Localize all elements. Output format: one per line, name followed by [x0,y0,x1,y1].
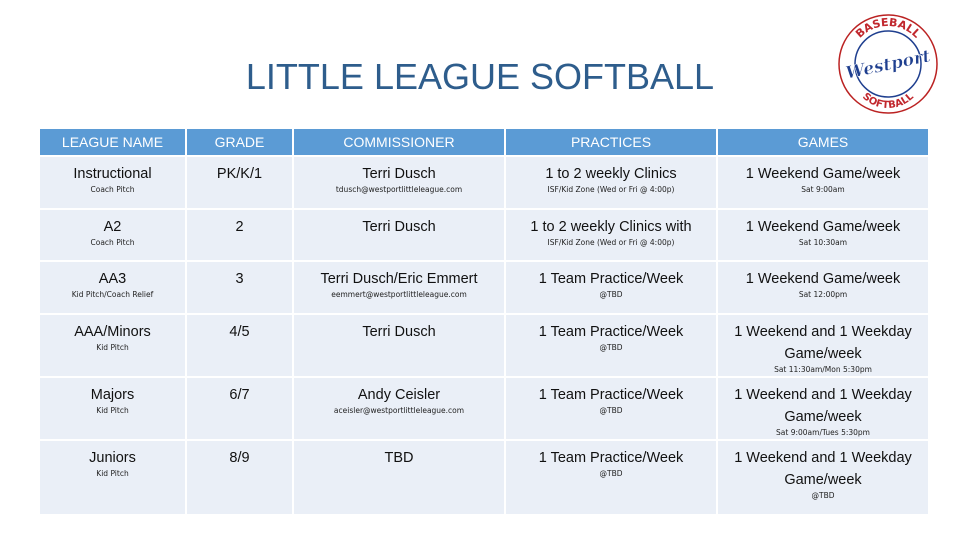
table-cell: A2 Coach Pitch [40,210,185,260]
schedule-table: LEAGUE NAME GRADE COMMISSIONER PRACTICES GAM… [40,129,928,514]
cell-note: @TBD [599,406,623,415]
cell-text: 1 Weekend and 1 Weekday Game/week [734,324,912,362]
cell-text: TBD [384,450,414,466]
table-cell: AA3 Kid Pitch/Coach Relief [40,262,185,313]
cell-text: 3 [235,271,244,287]
cell-text: 1 to 2 weekly Clinics [545,166,677,182]
table-cell: 4/5 [187,315,292,376]
table-cell: 2 [187,210,292,260]
column-header: LEAGUE NAME [40,129,185,155]
column-header: GAMES [718,129,928,155]
column-header: COMMISSIONER [294,129,504,155]
table-cell: Juniors Kid Pitch [40,441,185,514]
cell-note: @TBD [599,290,623,299]
table-cell: 1 Team Practice/Week @TBD [506,315,716,376]
table-cell: Andy Ceisler aceisler@westportlittleleagu… [294,378,504,439]
cell-note: Sat 10:30am [798,238,848,247]
table-cell: Terri Dusch [294,210,504,260]
cell-text: 1 Team Practice/Week [538,450,684,466]
cell-text: 1 Weekend Game/week [745,166,901,182]
cell-text: Majors [90,387,135,403]
cell-note: Kid Pitch [96,343,129,352]
table-cell: 1 Weekend Game/week Sat 10:30am [718,210,928,260]
table-cell: Terri Dusch tdusch@westportlittleleague.c… [294,157,504,208]
cell-note: @TBD [599,469,623,478]
cell-note: aceisler@westportlittleleague.com [333,406,465,415]
cell-note: Kid Pitch [96,406,129,415]
cell-text: AA3 [98,271,127,287]
cell-text: 1 Team Practice/Week [538,271,684,287]
column-header: PRACTICES [506,129,716,155]
table-cell: 1 to 2 weekly Clinics ISF/Kid Zone (Wed o… [506,157,716,208]
cell-text: 8/9 [229,450,250,466]
cell-note: eemmert@westportlittleleague.com [331,290,467,299]
cell-text: 6/7 [229,387,250,403]
cell-note: Coach Pitch [90,238,135,247]
table-cell: AAA/Minors Kid Pitch [40,315,185,376]
table-cell: 1 to 2 weekly Clinics with ISF/Kid Zone (… [506,210,716,260]
cell-note: @TBD [811,491,835,500]
cell-text: Instructional [73,166,152,182]
cell-text: AAA/Minors [74,324,151,340]
table-cell: 1 Weekend and 1 Weekday Game/week Sat 9:0… [718,378,928,439]
title: LITTLE LEAGUE SOFTBALL [245,56,715,97]
cell-text: 1 Weekend Game/week [745,271,901,287]
cell-text: 2 [235,219,244,235]
cell-text: PK/K/1 [216,166,263,182]
table-cell: 1 Weekend Game/week Sat 12:00pm [718,262,928,313]
cell-text: 1 Weekend and 1 Weekday Game/week [734,450,912,488]
table-cell: TBD [294,441,504,514]
cell-text: 4/5 [229,324,250,340]
table-cell: PK/K/1 [187,157,292,208]
table-cell: 1 Team Practice/Week @TBD [506,378,716,439]
table-cell: Majors Kid Pitch [40,378,185,439]
cell-text: Terri Dusch/Eric Emmert [320,271,478,287]
table-cell: 6/7 [187,378,292,439]
logo: BASEBALL Westport SOFTBALL [838,14,938,114]
cell-text: 1 Weekend Game/week [745,219,901,235]
cell-note: Sat 9:00am/Tues 5:30pm [776,428,870,437]
cell-note: ISF/Kid Zone (Wed or Fri @ 4:00p) [547,185,675,194]
table-cell: Instructional Coach Pitch [40,157,185,208]
cell-text: 1 to 2 weekly Clinics with [530,219,692,235]
cell-note: Coach Pitch [90,185,135,194]
cell-text: 1 Team Practice/Week [538,387,684,403]
cell-note: Sat 12:00pm [798,290,848,299]
table-cell: 1 Team Practice/Week @TBD [506,262,716,313]
table-cell: 1 Weekend Game/week Sat 9:00am [718,157,928,208]
cell-text: 1 Team Practice/Week [538,324,684,340]
cell-note: Sat 11:30am/Mon 5:30pm [774,365,872,374]
cell-text: Terri Dusch [362,219,436,235]
cell-text: Juniors [89,450,136,466]
cell-note: tdusch@westportlittleleague.com [335,185,463,194]
cell-text: Terri Dusch [362,166,436,182]
cell-text: Terri Dusch [362,324,436,340]
cell-note: @TBD [599,343,623,352]
table-cell: 1 Weekend and 1 Weekday Game/week @TBD [718,441,928,514]
table-cell: 8/9 [187,441,292,514]
table-cell: 1 Weekend and 1 Weekday Game/week Sat 11:… [718,315,928,376]
table-cell: Terri Dusch [294,315,504,376]
cell-text: A2 [103,219,122,235]
column-header: GRADE [187,129,292,155]
table-cell: 1 Team Practice/Week @TBD [506,441,716,514]
cell-note: Sat 9:00am [801,185,845,194]
cell-note: Kid Pitch/Coach Relief [71,290,154,299]
table-cell: Terri Dusch/Eric Emmert eemmert@westportl… [294,262,504,313]
table-cell: 3 [187,262,292,313]
cell-note: ISF/Kid Zone (Wed or Fri @ 4:00p) [547,238,675,247]
cell-text: Andy Ceisler [357,387,441,403]
cell-text: 1 Weekend and 1 Weekday Game/week [734,387,912,425]
cell-note: Kid Pitch [96,469,129,478]
